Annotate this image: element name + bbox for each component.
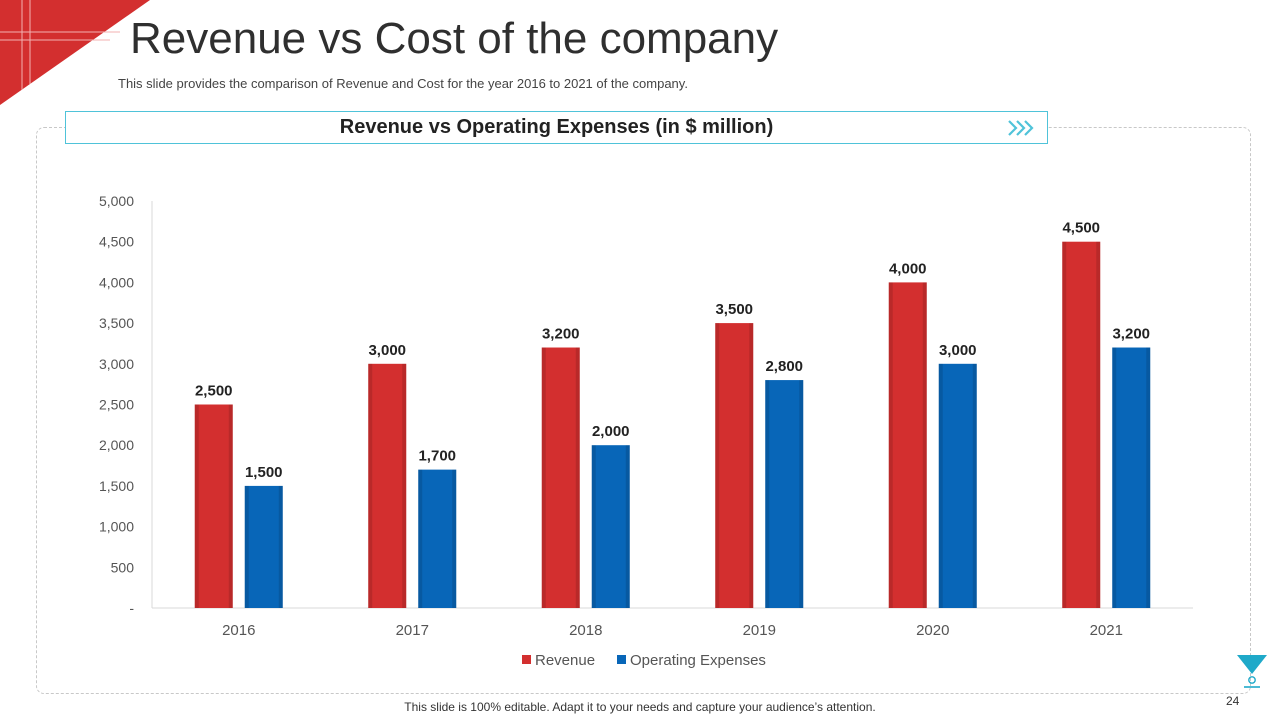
data-label: 3,200 [542,326,580,343]
data-label: 2,800 [765,358,803,375]
bar-shade-left [938,363,943,608]
legend-expenses: Operating Expenses [630,652,766,669]
legend-revenue: Revenue [535,652,595,669]
x-tick-label: 2016 [222,622,255,639]
slide-subtitle: This slide provides the comparison of Re… [118,76,688,91]
y-tick-label: 1,500 [99,478,134,494]
y-tick-label: 3,000 [99,356,134,372]
slide-title: Revenue vs Cost of the company [130,14,779,63]
revenue-bar [194,404,233,608]
y-tick-label: 4,500 [99,234,134,250]
data-label: 4,500 [1062,220,1100,237]
bar-shade-right [452,469,457,608]
revenue-bar [715,323,754,608]
y-tick-label: 4,000 [99,274,134,290]
data-label: 3,500 [715,301,753,318]
data-label: 2,500 [195,383,233,400]
bar-shade-right [799,380,804,608]
bar-chart: - 500 1,000 1,500 2,000 2,500 3,000 3,500 4,000 4… [99,193,1193,669]
y-tick-label: 500 [111,559,135,575]
data-label: 2,000 [592,423,630,440]
bar-shade-left [591,445,596,608]
bar-shade-right [749,323,754,608]
data-label: 3,000 [368,342,406,359]
bar-shade-left [418,469,423,608]
bar-shade-right [575,347,580,608]
x-tick-label: 2017 [396,622,429,639]
bar-shade-left [888,282,893,608]
bar-shade-right [228,404,233,608]
bar-shade-right [402,363,407,608]
expenses-bar [1112,347,1151,608]
y-tick-label: - [129,600,134,616]
data-label: 3,200 [1112,326,1150,343]
expenses-bar [938,363,977,608]
bar-shade-right [922,282,927,608]
y-tick-label: 2,500 [99,397,134,413]
bar-shade-right [278,485,283,608]
bar-shade-left [368,363,373,608]
y-tick-label: 2,000 [99,437,134,453]
revenue-bar [888,282,927,608]
x-tick-label: 2020 [916,622,949,639]
corner-decoration [0,0,150,105]
bar-shade-right [1146,347,1151,608]
data-label: 4,000 [889,260,927,277]
bar-shade-left [541,347,546,608]
y-tick-label: 5,000 [99,193,134,209]
expenses-bar [244,485,283,608]
data-label: 1,500 [245,464,283,481]
legend-swatch [522,655,531,664]
footer-note: This slide is 100% editable. Adapt it to… [404,700,876,714]
x-tick-label: 2018 [569,622,602,639]
chart-header: Revenue vs Operating Expenses (in $ mill… [65,111,1048,144]
legend-swatch [617,655,626,664]
page-number: 24 [1226,694,1240,708]
expenses-bar [591,445,630,608]
chart-title: Revenue vs Operating Expenses (in $ mill… [339,116,774,138]
y-tick-label: 3,500 [99,315,134,331]
revenue-bar [1062,241,1101,608]
revenue-bar [541,347,580,608]
data-label: 3,000 [939,342,977,359]
bar-shade-left [244,485,249,608]
bar-shade-left [194,404,199,608]
bar-shade-right [1096,241,1101,608]
bar-shade-left [715,323,720,608]
bar-shade-left [765,380,770,608]
funnel-nav-icon[interactable] [1236,654,1268,692]
bar-shade-right [625,445,630,608]
chevrons-right-icon [1008,120,1034,136]
bar-shade-left [1112,347,1117,608]
expenses-bar [765,380,804,608]
bar-shade-right [972,363,977,608]
y-tick-label: 1,000 [99,519,134,535]
x-tick-label: 2021 [1090,622,1123,639]
expenses-bar [418,469,457,608]
x-tick-label: 2019 [743,622,776,639]
revenue-bar [368,363,407,608]
bar-shade-left [1062,241,1067,608]
data-label: 1,700 [418,448,456,465]
